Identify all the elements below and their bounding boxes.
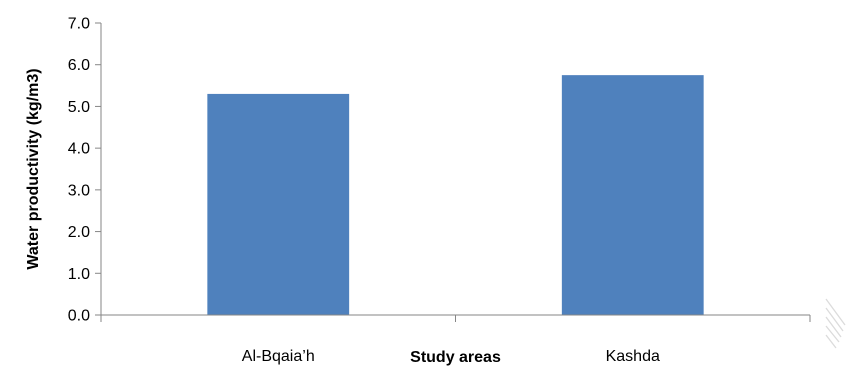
y-tick-label: 0.0	[68, 308, 90, 325]
y-tick-label: 1.0	[68, 266, 90, 283]
y-tick-label: 6.0	[68, 57, 90, 74]
x-category-label: Kashda	[606, 348, 660, 365]
y-tick-label: 3.0	[68, 182, 90, 199]
bar-1	[561, 75, 704, 316]
y-axis-ticks: 0.0 1.0 2.0 3.0 4.0 5.0 6.0 7.0	[68, 16, 101, 325]
y-tick-label: 4.0	[68, 141, 90, 158]
y-tick-label: 7.0	[68, 16, 90, 33]
bar-0	[207, 93, 350, 316]
y-axis-title: Water productivity (kg/m3)	[25, 68, 42, 269]
x-category-label: Al-Bqaia’h	[242, 348, 315, 365]
x-axis-category-labels: Al-Bqaia’h Kashda	[242, 348, 660, 365]
bars-group	[207, 75, 704, 316]
x-axis-ticks	[100, 315, 811, 322]
x-axis-title: Study areas	[410, 349, 501, 366]
y-tick-label: 2.0	[68, 224, 90, 241]
corner-stripes-decoration	[825, 298, 846, 349]
y-tick-label: 5.0	[68, 99, 90, 116]
